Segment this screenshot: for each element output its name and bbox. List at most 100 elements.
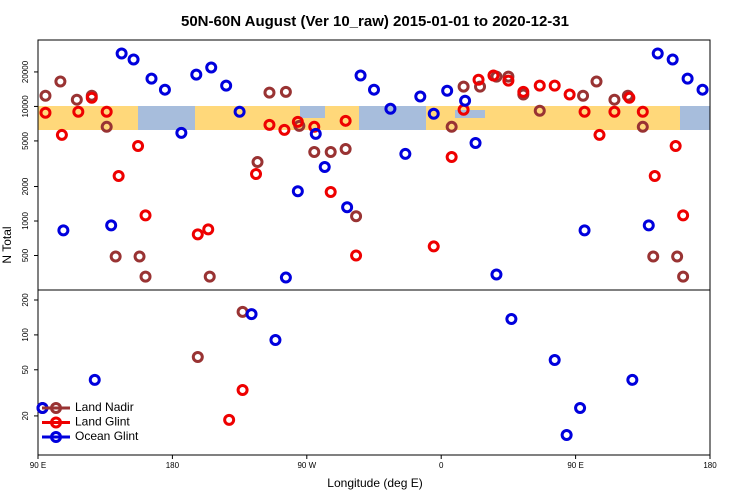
- legend-label: Land Glint: [75, 415, 130, 429]
- point: [145, 72, 158, 85]
- point: [354, 69, 367, 82]
- point: [202, 223, 215, 236]
- legend-marker: [50, 431, 62, 443]
- point: [175, 126, 188, 139]
- point: [677, 270, 690, 283]
- point: [399, 147, 412, 160]
- point: [647, 250, 660, 263]
- point: [236, 383, 249, 396]
- point: [203, 270, 216, 283]
- point: [608, 105, 621, 118]
- y-tick-label: 500: [21, 248, 30, 262]
- y-tick-label: 2000: [21, 177, 30, 195]
- point: [70, 93, 83, 106]
- point: [309, 127, 322, 140]
- bottom-frame: [37, 289, 711, 456]
- x-tick-label: 180: [703, 461, 717, 470]
- point: [72, 105, 85, 118]
- point: [469, 136, 482, 149]
- point: [269, 333, 282, 346]
- point: [445, 120, 458, 133]
- point: [487, 69, 500, 82]
- point: [533, 104, 546, 117]
- point: [279, 85, 292, 98]
- point: [190, 68, 203, 81]
- point: [384, 102, 397, 115]
- point: [666, 53, 679, 66]
- point: [445, 150, 458, 163]
- y-tick-label: 20: [21, 411, 30, 420]
- point: [57, 224, 70, 237]
- point: [368, 83, 380, 96]
- point: [590, 75, 603, 88]
- point: [502, 70, 515, 83]
- x-tick-label: 180: [166, 461, 180, 470]
- point: [671, 250, 684, 263]
- point: [191, 350, 204, 363]
- legend-label: Land Nadir: [75, 400, 134, 414]
- point: [233, 105, 246, 118]
- point: [115, 47, 128, 60]
- y-tick-label: 5000: [21, 131, 30, 149]
- point: [350, 249, 363, 262]
- point: [112, 170, 125, 183]
- point: [339, 114, 352, 127]
- point: [681, 72, 694, 85]
- point: [593, 128, 606, 141]
- point: [158, 83, 171, 96]
- point: [578, 224, 591, 237]
- point: [85, 91, 98, 104]
- point: [474, 80, 487, 93]
- point: [669, 139, 682, 152]
- x-tick-label: 90 E: [567, 461, 583, 470]
- point: [139, 209, 152, 222]
- point: [205, 61, 218, 74]
- y-axis-label: N Total: [0, 226, 14, 263]
- point: [245, 308, 258, 321]
- y-tick-label: 1000: [21, 212, 30, 230]
- point: [223, 413, 236, 426]
- x-tick-label: 90 W: [297, 461, 316, 470]
- point: [139, 270, 152, 283]
- point: [39, 89, 52, 102]
- point: [39, 106, 52, 119]
- point: [278, 123, 291, 136]
- y-tick-label: 20000: [21, 60, 30, 83]
- point: [191, 228, 204, 241]
- point: [250, 168, 263, 181]
- point: [574, 402, 587, 415]
- point: [560, 428, 573, 441]
- y-tick-label: 10000: [21, 95, 30, 118]
- point: [133, 250, 146, 263]
- point: [279, 271, 292, 284]
- point: [308, 146, 321, 159]
- point: [517, 85, 530, 98]
- x-tick-label: 0: [439, 461, 444, 470]
- point: [88, 373, 101, 386]
- point: [220, 79, 233, 92]
- point: [636, 120, 649, 133]
- point: [100, 120, 113, 133]
- legend-marker: [50, 402, 62, 414]
- point: [324, 186, 337, 199]
- point: [472, 73, 485, 86]
- legend-label: Ocean Glint: [75, 429, 139, 443]
- point: [427, 240, 440, 253]
- point: [341, 201, 354, 214]
- point: [577, 89, 590, 102]
- point: [318, 161, 331, 174]
- point: [100, 105, 113, 118]
- point: [263, 118, 276, 131]
- point: [677, 209, 690, 222]
- chart-title: 50N-60N August (Ver 10_raw) 2015-01-01 t…: [181, 13, 569, 30]
- point: [636, 105, 649, 118]
- point: [648, 170, 661, 183]
- point: [459, 94, 472, 107]
- point: [324, 146, 337, 159]
- y-tick-label: 50: [21, 365, 30, 374]
- point: [642, 219, 655, 232]
- point: [263, 86, 276, 99]
- point: [457, 80, 470, 93]
